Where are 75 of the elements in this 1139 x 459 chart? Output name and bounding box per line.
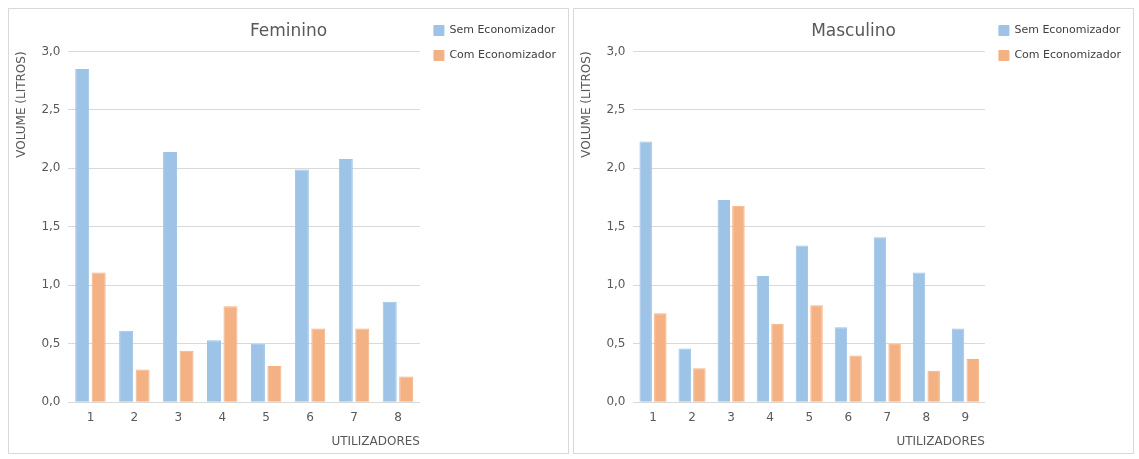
bar (849, 355, 862, 402)
legend-label: Sem Economizador (1014, 23, 1121, 37)
bar (834, 327, 848, 402)
bar (771, 323, 784, 402)
bar (267, 365, 282, 402)
bar (717, 199, 731, 402)
bar (223, 306, 238, 402)
bar (951, 328, 965, 402)
legend-label: Com Economizador (449, 48, 557, 62)
y-axis-title: VOLUME (LITROS) (14, 51, 29, 158)
y-tick-label: 1,5 (41, 218, 61, 233)
bar (693, 368, 706, 402)
bar (927, 370, 940, 402)
y-tick-label: 2,5 (606, 101, 626, 116)
y-tick-label: 0,5 (41, 335, 61, 350)
bar (311, 328, 326, 402)
bar (654, 313, 667, 402)
x-tick-label: 5 (262, 409, 270, 424)
y-axis-title: VOLUME (LITROS) (579, 51, 594, 158)
bar (810, 305, 823, 402)
y-tick-label: 0,0 (41, 394, 61, 409)
legend-label: Com Economizador (1014, 48, 1122, 62)
bar (873, 237, 887, 402)
x-axis-title: UTILIZADORES (331, 433, 420, 448)
chart-title: Feminino (249, 19, 328, 40)
y-tick-label: 3,0 (41, 43, 61, 58)
y-tick-label: 1,5 (606, 218, 626, 233)
bar (756, 275, 770, 402)
x-tick-label: 1 (86, 409, 95, 424)
bar (163, 151, 178, 402)
x-tick-label: 8 (394, 409, 402, 424)
bar (639, 141, 652, 402)
bar (912, 272, 926, 402)
x-tick-label: 4 (766, 409, 774, 424)
bar (119, 330, 134, 402)
bar (678, 348, 691, 402)
bar (382, 301, 397, 402)
bar (399, 376, 414, 402)
x-tick-label: 2 (130, 409, 139, 424)
x-tick-label: 1 (649, 409, 657, 424)
bar (91, 272, 106, 402)
bar (338, 158, 353, 402)
y-tick-label: 3,0 (606, 43, 626, 58)
x-tick-label: 8 (922, 409, 931, 424)
bar (207, 340, 222, 402)
bar (250, 343, 265, 402)
x-tick-label: 7 (350, 409, 358, 424)
x-tick-label: 4 (218, 409, 227, 424)
x-tick-label: 6 (844, 409, 853, 424)
x-tick-label: 9 (961, 409, 970, 424)
x-tick-label: 3 (727, 409, 735, 424)
bar (135, 369, 150, 402)
y-tick-label: 0,5 (606, 335, 626, 350)
y-tick-label: 2,5 (41, 101, 61, 116)
bar (795, 245, 809, 402)
bar (294, 169, 309, 402)
y-tick-label: 1,0 (606, 277, 626, 292)
x-tick-label: 6 (306, 409, 314, 424)
x-tick-label: 3 (174, 409, 183, 424)
bar (966, 358, 979, 402)
y-tick-label: 2,0 (606, 160, 626, 175)
y-tick-label: 2,0 (41, 160, 61, 175)
x-tick-label: 7 (883, 409, 892, 424)
bar (355, 328, 370, 402)
bar (732, 205, 745, 402)
x-tick-label: 2 (688, 409, 696, 424)
y-tick-label: 0,0 (606, 394, 626, 409)
x-axis-title: UTILIZADORES (896, 433, 985, 448)
x-tick-label: 5 (805, 409, 814, 424)
bar (75, 68, 90, 402)
legend-label: Sem Economizador (449, 23, 556, 37)
bar (179, 350, 194, 402)
bar (888, 343, 901, 402)
chart-title: Masculino (811, 19, 896, 40)
y-tick-label: 1,0 (41, 277, 61, 292)
